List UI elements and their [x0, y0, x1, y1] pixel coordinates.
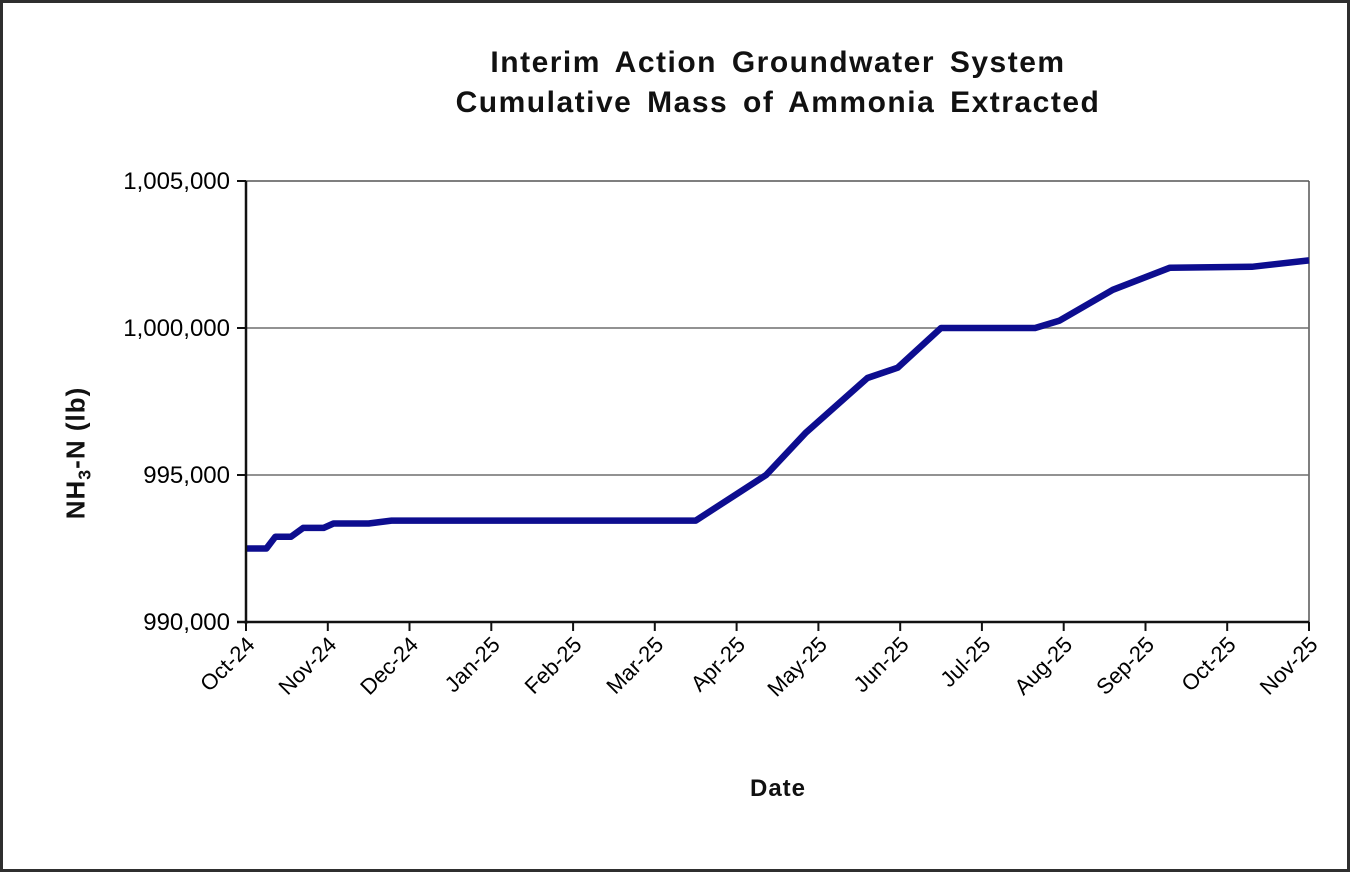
- chart-title-line-2: Cumulative Mass of Ammonia Extracted: [455, 86, 1101, 119]
- x-tick-label-Apr-25: Apr-25: [686, 632, 750, 696]
- y-axis-title-subscript: 3: [74, 468, 95, 480]
- x-tick-label-Oct-25: Oct-25: [1176, 632, 1240, 696]
- x-tick-label-Nov-25: Nov-25: [1255, 632, 1323, 700]
- y-tick-label-990000: 990,000: [143, 609, 230, 636]
- x-tick-label-Dec-24: Dec-24: [355, 632, 423, 700]
- y-axis-title-text: NH: [60, 479, 91, 520]
- x-tick-label-Sep-25: Sep-25: [1091, 632, 1159, 700]
- x-tick-label-Jul-25: Jul-25: [935, 632, 995, 692]
- x-tick-label-May-25: May-25: [762, 632, 832, 702]
- y-tick-label-995000: 995,000: [143, 462, 230, 489]
- x-tick-label-Aug-25: Aug-25: [1009, 632, 1077, 700]
- x-tick-label-Mar-25: Mar-25: [601, 632, 668, 699]
- x-tick-label-Jan-25: Jan-25: [440, 632, 505, 697]
- chart-title-line-1: Interim Action Groundwater System: [490, 46, 1066, 79]
- chart-title: Interim Action Groundwater System Cumula…: [246, 43, 1310, 123]
- x-tick-label-Feb-25: Feb-25: [520, 632, 587, 699]
- x-tick-label-Oct-24: Oct-24: [195, 632, 259, 696]
- y-tick-label-1005000: 1,005,000: [123, 168, 230, 195]
- x-tick-label-Nov-24: Nov-24: [274, 632, 342, 700]
- x-tick-label-Jun-25: Jun-25: [848, 632, 913, 697]
- y-axis-title-units: -N (lb): [60, 386, 91, 469]
- y-axis-title: NH3-N (lb): [60, 387, 95, 520]
- data-line-cumulative-mass: [246, 257, 1310, 552]
- x-axis-title: Date: [749, 775, 807, 802]
- y-tick-label-1000000: 1,000,000: [123, 315, 230, 342]
